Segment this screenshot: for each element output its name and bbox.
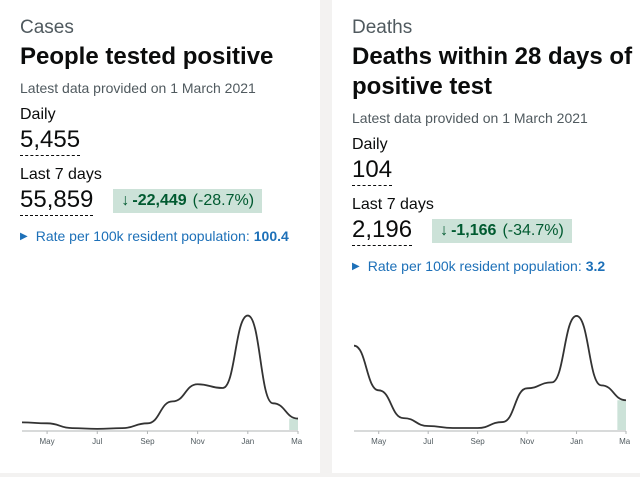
x-tick-label: Jul [92,437,102,446]
x-tick-label: May [40,437,55,446]
x-tick-label: Jul [423,437,433,446]
x-tick-label: Nov [191,437,205,446]
change-value: -1,166 [451,222,497,239]
daily-value[interactable]: 104 [352,156,393,186]
card-title[interactable]: Deaths within 28 days of positive test [352,43,633,100]
arrow-down-icon: ↓ [440,222,449,239]
card-caption: Deaths [352,17,413,38]
cases-card: Cases People tested positive Latest data… [0,0,320,477]
cases-chart[interactable]: May Jul Sep Nov Jan Mar [18,300,302,460]
x-tick-label: Jan [241,437,254,446]
rate-toggle[interactable]: ▶ Rate per 100k resident population: 100… [20,228,320,244]
x-tick-label: Jan [570,437,583,446]
card-title[interactable]: People tested positive [20,43,274,70]
recent-period-shading [617,400,626,430]
last-updated: Latest data provided on 1 March 2021 [352,110,588,126]
change-value: -22,449 [132,192,187,209]
card-divider [332,473,640,477]
daily-value[interactable]: 5,455 [20,126,81,156]
rate-value: 100.4 [253,228,289,244]
rate-label: Rate per 100k resident population: [35,228,250,244]
change-badge: ↓ -1,166 (-34.7%) [432,219,572,243]
deaths-chart[interactable]: May Jul Sep Nov Jan Mar [350,300,630,460]
card-divider [0,473,320,477]
x-tick-label: Mar [619,437,630,446]
recent-period-shading [289,418,298,430]
x-tick-label: May [371,437,386,446]
change-badge: ↓ -22,449 (-28.7%) [113,189,263,213]
rate-label: Rate per 100k resident population: [367,258,582,274]
week-label: Last 7 days [352,196,434,213]
series-line [353,315,627,429]
daily-label: Daily [20,106,56,123]
deaths-card: Deaths Deaths within 28 days of positive… [332,0,640,477]
week-value[interactable]: 2,196 [352,216,413,246]
week-value[interactable]: 55,859 [20,186,94,216]
triangle-right-icon: ▶ [352,260,360,272]
arrow-down-icon: ↓ [121,192,130,209]
triangle-right-icon: ▶ [20,230,28,242]
x-tick-label: Sep [471,437,486,446]
series-line [21,314,299,430]
last-updated: Latest data provided on 1 March 2021 [20,80,256,96]
change-percent: (-34.7%) [502,222,564,239]
change-percent: (-28.7%) [192,192,255,209]
week-label: Last 7 days [20,166,102,183]
rate-value: 3.2 [585,258,606,274]
x-tick-label: Mar [291,437,302,446]
rate-toggle[interactable]: ▶ Rate per 100k resident population: 3.2 [352,258,640,274]
card-caption: Cases [20,17,74,38]
daily-label: Daily [352,136,388,153]
x-tick-label: Sep [140,437,155,446]
x-tick-label: Nov [520,437,534,446]
